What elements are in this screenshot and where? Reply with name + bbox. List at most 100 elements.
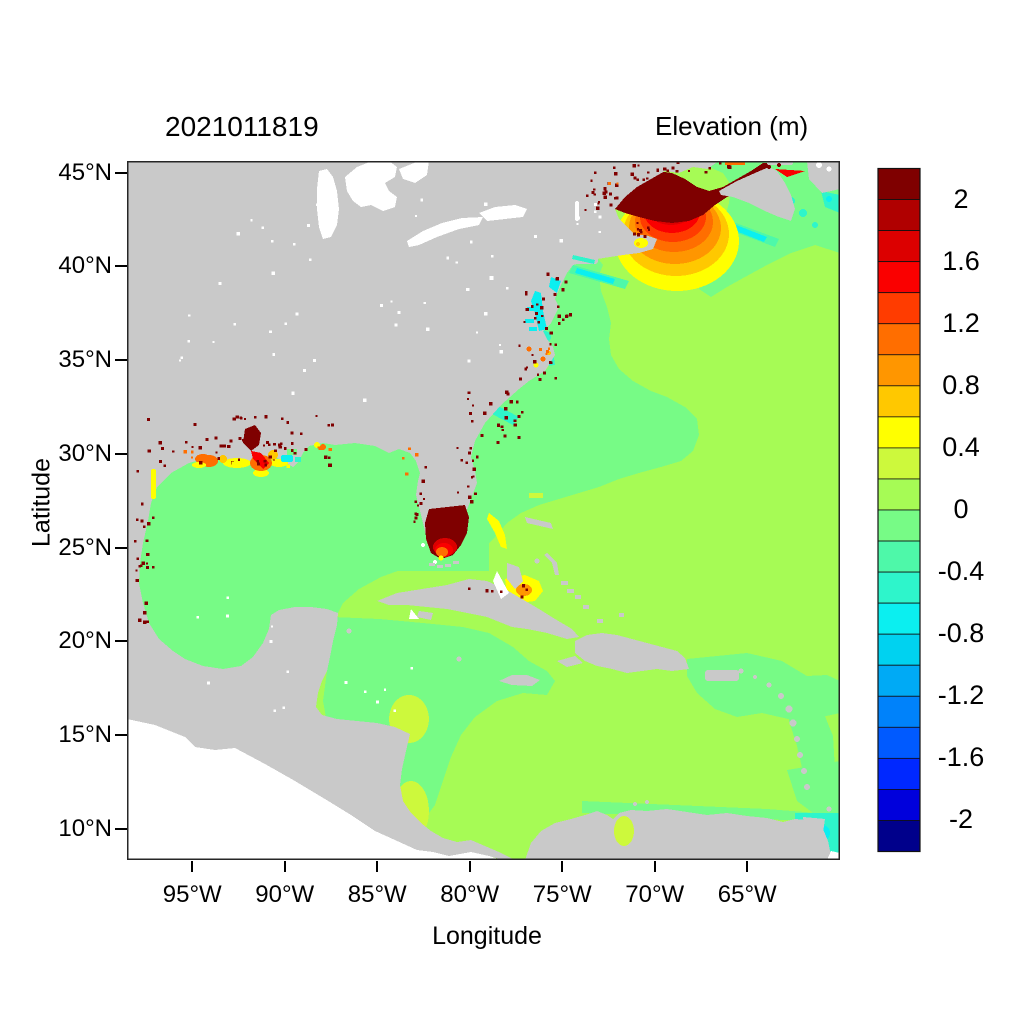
great-lakes (317, 161, 579, 247)
x-tick-mark (283, 861, 286, 872)
x-tick-mark (653, 861, 656, 872)
lake-michigan (317, 169, 339, 239)
east-coast-band-and-tongue (459, 257, 699, 553)
y-tick-mark (115, 171, 127, 174)
y-tick-mark (115, 546, 127, 549)
bay-of-fundy-maximum (615, 163, 772, 223)
land-trinidad (803, 817, 825, 833)
lake-huron (345, 161, 397, 211)
lake-erie (407, 217, 483, 247)
land-south-america (525, 809, 832, 860)
x-tick-label: 80°W (440, 881, 500, 908)
x-tick-label: 95°W (162, 881, 222, 908)
y-tick-label: 25°N (58, 533, 112, 561)
lake-ontario (479, 205, 527, 221)
colorbar-tick-label: -2 (948, 804, 973, 835)
y-tick-label: 40°N (58, 252, 112, 280)
colorbar-tick-label: 0.4 (942, 431, 980, 462)
land-nova-scotia (719, 167, 795, 221)
colorbar-segment (877, 478, 921, 511)
land-cape-breton (807, 161, 840, 193)
y-tick-label: 15°N (58, 720, 112, 748)
x-tick-label: 75°W (532, 881, 592, 908)
colorbar-segment (877, 416, 921, 449)
x-tick-label: 85°W (347, 881, 407, 908)
colorbar-segment (877, 447, 921, 480)
colorbar-tick-label: -1.2 (937, 680, 985, 711)
colorbar-tick-label: 0.8 (942, 369, 980, 400)
colorbar-tick-label: 0 (953, 494, 969, 524)
lake-champlain (575, 201, 579, 221)
y-tick-mark (115, 640, 127, 643)
colorbar-segment (877, 168, 921, 200)
chignecto-orange-sliver (725, 161, 745, 165)
colorbar-segment (877, 602, 921, 635)
colorbar (877, 167, 921, 853)
venezuela-coastal-strip (582, 801, 817, 821)
y-tick-mark (115, 265, 127, 268)
colorbar-segment (877, 385, 921, 418)
trinidad-region (787, 761, 840, 821)
georgian-bay (399, 161, 429, 183)
land-north-america (127, 161, 719, 860)
colorbar-segment (877, 571, 921, 604)
land-hispaniola (575, 633, 689, 673)
y-tick-label: 30°N (58, 439, 112, 467)
colorbar-tick-label: 2 (953, 183, 969, 214)
laguna-madre-strip (151, 469, 156, 499)
y-tick-label: 45°N (58, 158, 112, 186)
land-hispaniola-tiburon (557, 656, 583, 667)
colorbar-segment (877, 199, 921, 231)
colorbar-title: Elevation (m) (655, 111, 809, 141)
estuary-features (525, 238, 648, 368)
colorbar-segment (877, 789, 921, 821)
colorbar-segment (877, 261, 921, 294)
colorbar-segment (877, 695, 921, 728)
colorbar-segment (877, 354, 921, 387)
exuma-sound-yellow (487, 513, 507, 549)
y-tick-mark (115, 452, 127, 455)
pacific-no-data-region (127, 719, 501, 860)
cape-breton-east-cyan (821, 191, 840, 213)
x-axis-label: Longitude (432, 922, 542, 950)
colorbar-segment (877, 820, 921, 852)
long-island-shelf-cyan (575, 268, 615, 284)
colorbar-segment (877, 323, 921, 356)
land-cuba (377, 579, 579, 639)
great-bahama-bank-orange-core (516, 584, 532, 596)
y-tick-mark (115, 733, 127, 736)
plot-timestamp-title: 2021011819 (165, 111, 319, 142)
y-tick-label: 20°N (58, 627, 112, 655)
colorbar-segment (877, 230, 921, 263)
south-florida-surge-maximum (421, 505, 469, 568)
galveston-patch (195, 454, 211, 464)
map-frame (127, 161, 840, 860)
colorbar-tick-label: 1.6 (942, 245, 980, 276)
long-island-sound (572, 255, 595, 264)
colorbar-segment (877, 292, 921, 325)
y-tick-label: 10°N (58, 814, 112, 842)
coastal-wet-dry-speckles (133, 161, 732, 712)
colorbar-segment (877, 726, 921, 759)
x-tick-label: 70°W (625, 881, 685, 908)
colorbar-tick-label: 1.2 (942, 307, 980, 338)
x-tick-mark (468, 861, 471, 872)
delaware-bay (549, 277, 561, 293)
x-tick-label: 65°W (717, 881, 777, 908)
northumberland-red-sliver (775, 169, 805, 177)
chesapeake-bay (531, 291, 547, 331)
colorbar-tick-label: -0.8 (937, 618, 985, 649)
colorbar-segment (877, 540, 921, 573)
x-tick-mark (561, 861, 564, 872)
colorbar-segment (877, 664, 921, 697)
elevation-map (127, 161, 840, 860)
y-tick-mark (115, 827, 127, 830)
colorbar-segment (877, 757, 921, 790)
colorbar-tick-label: -0.4 (937, 556, 985, 587)
colorbar-tick-label: -1.6 (937, 742, 985, 773)
colorbar-segment (877, 509, 921, 542)
y-tick-label: 35°N (58, 346, 112, 374)
colorbar-segment (877, 633, 921, 666)
x-tick-mark (746, 861, 749, 872)
